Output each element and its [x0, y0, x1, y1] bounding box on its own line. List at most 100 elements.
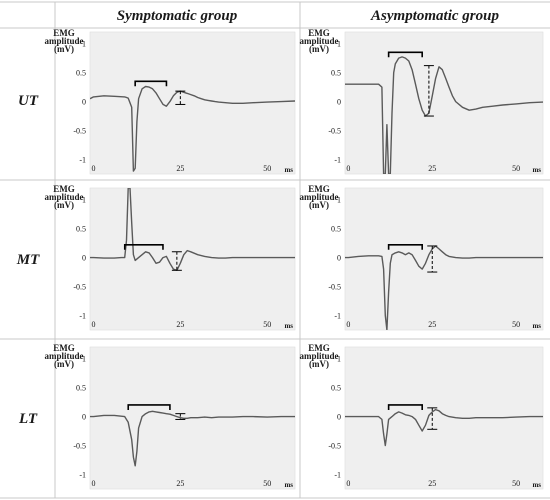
x-tick-label: 25	[428, 164, 436, 173]
x-tick-label: 25	[176, 479, 184, 488]
column-header-asymptomatic: Asymptomatic group	[370, 8, 499, 24]
y-tick-label: 0	[337, 254, 341, 263]
latency-bracket	[387, 404, 423, 410]
x-unit-label: ms	[532, 481, 541, 489]
x-unit-label: ms	[284, 481, 293, 489]
latency-bracket	[134, 80, 168, 87]
latency-bracket	[127, 404, 171, 410]
plot-area	[344, 187, 544, 331]
column-headers: Symptomatic group Asymptomatic group	[117, 8, 500, 24]
y-axis-label-line: (mV)	[309, 44, 329, 54]
emg-signal-line	[345, 408, 543, 447]
column-header-symptomatic: Symptomatic group	[117, 8, 238, 24]
y-axis-label-line: amplitude	[299, 36, 338, 46]
y-axis-label-line: amplitude	[299, 192, 338, 202]
y-tick-label: 0.5	[76, 69, 86, 78]
y-tick-label: 1	[337, 355, 341, 364]
y-axis-label-line: amplitude	[299, 351, 338, 361]
y-axis-label-line: (mV)	[54, 200, 74, 210]
y-axis-label-line: EMG	[308, 28, 330, 38]
y-axis-label-line: EMG	[53, 184, 75, 194]
y-tick-label: 0	[82, 98, 86, 107]
x-tick-label: 0	[346, 479, 350, 488]
x-tick-label: 25	[176, 320, 184, 329]
x-tick-label: 0	[91, 164, 95, 173]
y-axis-label-line: amplitude	[44, 36, 83, 46]
y-axis-label-line: EMG	[53, 28, 75, 38]
y-tick-label: 0	[337, 413, 341, 422]
x-tick-label: 50	[512, 479, 520, 488]
y-axis-label-line: EMG	[53, 343, 75, 353]
x-tick-label: 0	[91, 479, 95, 488]
x-unit-label: ms	[284, 166, 293, 174]
emg-signal-line	[90, 410, 295, 467]
plot-area	[89, 31, 296, 175]
plot-area	[344, 346, 544, 490]
y-tick-label: 0.5	[331, 69, 341, 78]
y-axis-label-line: (mV)	[54, 44, 74, 54]
x-tick-label: 50	[263, 320, 271, 329]
y-axis-label-line: (mV)	[54, 359, 74, 369]
y-tick-label: -0.5	[328, 442, 341, 451]
y-tick-label: 1	[82, 355, 86, 364]
y-axis-label-line: (mV)	[309, 200, 329, 210]
x-unit-label: ms	[532, 322, 541, 330]
y-tick-label: 0.5	[331, 225, 341, 234]
y-axis-label-line: amplitude	[44, 192, 83, 202]
emg-signal-line	[90, 85, 295, 172]
x-tick-label: 50	[512, 320, 520, 329]
x-unit-label: ms	[284, 322, 293, 330]
y-tick-label: 0	[82, 413, 86, 422]
y-tick-label: 1	[337, 40, 341, 49]
y-tick-label: 1	[82, 196, 86, 205]
row-label-lt: LT	[18, 411, 38, 427]
row-label-ut: UT	[18, 93, 39, 109]
emg-signal-line	[345, 245, 543, 330]
y-tick-label: -1	[334, 471, 341, 480]
x-tick-label: 25	[428, 320, 436, 329]
y-tick-label: 0	[337, 98, 341, 107]
row-label-mt: MT	[16, 252, 40, 268]
plot-area	[89, 187, 296, 331]
latency-bracket	[387, 51, 423, 58]
y-tick-label: -1	[334, 312, 341, 321]
x-tick-label: 0	[91, 320, 95, 329]
x-tick-label: 50	[263, 164, 271, 173]
y-tick-label: -1	[79, 312, 86, 321]
y-tick-label: 0	[82, 254, 86, 263]
latency-bracket	[387, 244, 423, 250]
y-axis-label-line: EMG	[308, 184, 330, 194]
y-axis-label-line: EMG	[308, 343, 330, 353]
x-tick-label: 0	[346, 164, 350, 173]
y-tick-label: 0.5	[76, 225, 86, 234]
y-tick-label: -1	[334, 156, 341, 165]
emg-signal-line	[90, 188, 295, 271]
row-labels: UT MT LT	[16, 93, 40, 427]
latency-bracket	[123, 244, 164, 250]
y-tick-label: -0.5	[73, 283, 86, 292]
y-tick-label: 1	[82, 40, 86, 49]
emg-signal-line	[345, 56, 543, 174]
y-tick-label: -0.5	[73, 442, 86, 451]
x-tick-label: 50	[512, 164, 520, 173]
plot-area	[344, 31, 544, 175]
y-tick-label: 0.5	[331, 384, 341, 393]
y-tick-label: -0.5	[328, 127, 341, 136]
y-axis-label-line: (mV)	[309, 359, 329, 369]
y-tick-label: -0.5	[328, 283, 341, 292]
x-unit-label: ms	[532, 166, 541, 174]
y-tick-label: -1	[79, 471, 86, 480]
y-tick-label: -0.5	[73, 127, 86, 136]
x-tick-label: 25	[428, 479, 436, 488]
y-tick-label: 0.5	[76, 384, 86, 393]
x-tick-label: 50	[263, 479, 271, 488]
x-tick-label: 0	[346, 320, 350, 329]
